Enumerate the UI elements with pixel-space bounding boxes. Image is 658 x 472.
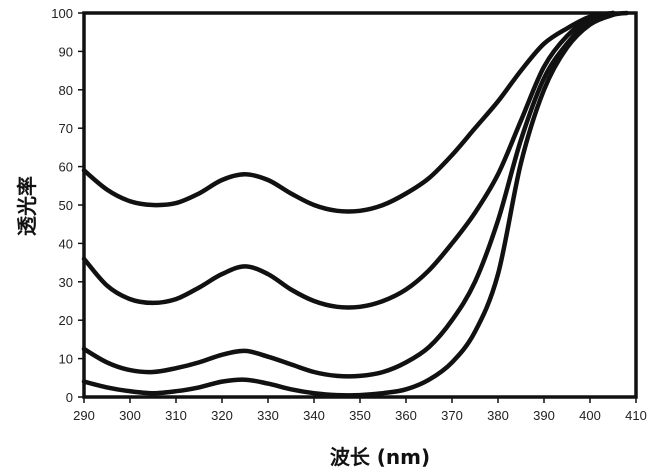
y-tick-label: 50 bbox=[59, 198, 73, 213]
x-tick-label: 310 bbox=[165, 408, 187, 423]
y-tick-label: 90 bbox=[59, 44, 73, 59]
x-tick-label: 340 bbox=[303, 408, 325, 423]
x-tick-label: 400 bbox=[579, 408, 601, 423]
x-tick-label: 320 bbox=[211, 408, 233, 423]
curves bbox=[81, 10, 630, 398]
x-tick-label: 350 bbox=[349, 408, 371, 423]
x-tick-label: 290 bbox=[73, 408, 95, 423]
transmittance-curve-1 bbox=[81, 10, 616, 214]
y-tick-label: 20 bbox=[59, 313, 73, 328]
y-tick-label: 60 bbox=[59, 160, 73, 175]
x-tick-label: 390 bbox=[533, 408, 555, 423]
transmittance-curve-3 bbox=[81, 10, 616, 379]
y-tick-label: 10 bbox=[59, 352, 73, 367]
x-tick-label: 370 bbox=[441, 408, 463, 423]
x-tick-label: 380 bbox=[487, 408, 509, 423]
y-tick-label: 40 bbox=[59, 236, 73, 251]
ticks: 290 300 310 320 330 340 350 360 370 380 390 400 410 0… bbox=[51, 6, 647, 423]
x-tick-label: 330 bbox=[257, 408, 279, 423]
transmittance-curve-4 bbox=[81, 10, 630, 398]
y-tick-label: 0 bbox=[66, 390, 73, 405]
y-tick-label: 80 bbox=[59, 83, 73, 98]
x-axis-title: 波长 (nm) bbox=[330, 445, 430, 469]
y-tick-label: 30 bbox=[59, 275, 73, 290]
y-axis-title: 透光率 bbox=[15, 176, 39, 236]
x-tick-label: 410 bbox=[625, 408, 647, 423]
transmittance-curve-2 bbox=[81, 10, 616, 310]
y-tick-label: 100 bbox=[51, 6, 73, 21]
x-tick-label: 360 bbox=[395, 408, 417, 423]
y-tick-label: 70 bbox=[59, 121, 73, 136]
x-tick-label: 300 bbox=[119, 408, 141, 423]
